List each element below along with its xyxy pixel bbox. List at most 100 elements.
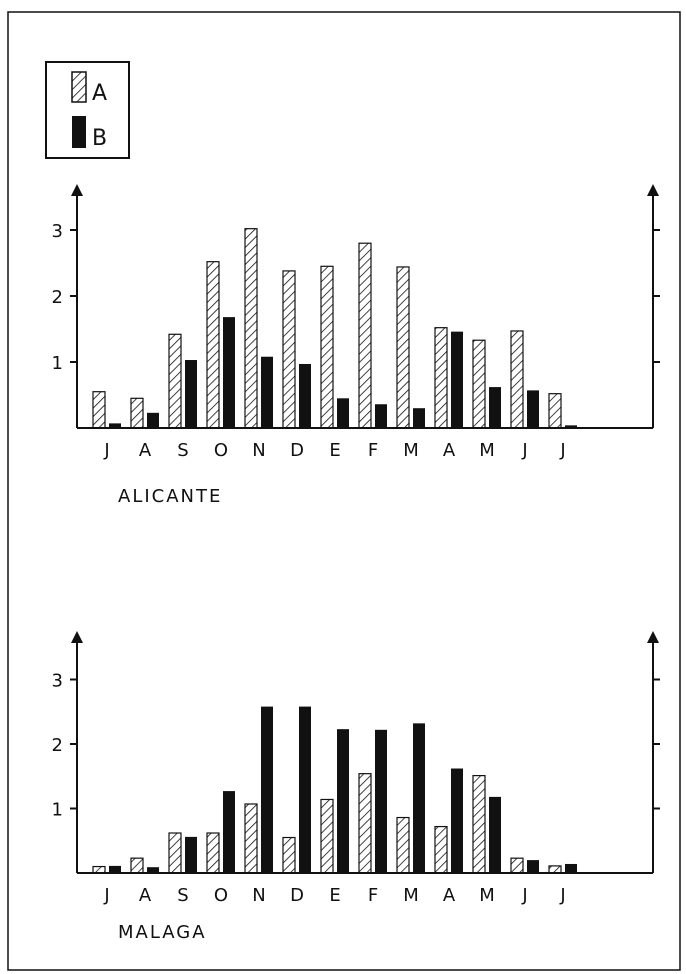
bars — [92, 228, 577, 429]
bar-a-5 — [244, 228, 258, 429]
y-ticks: 1 2 3 — [52, 221, 660, 374]
legend-label-a: A — [92, 81, 107, 106]
bar-a-11 — [472, 775, 486, 874]
bar-b-4 — [223, 791, 235, 873]
x-tick-label: D — [290, 440, 304, 461]
bar-a-12 — [510, 857, 524, 874]
bar-a-13 — [548, 865, 562, 874]
bar-b-2 — [147, 412, 159, 428]
bar-b-4 — [223, 317, 235, 428]
x-tick-label: O — [214, 440, 228, 461]
bar-b-8 — [375, 729, 387, 873]
chart-title-alicante: ALICANTE — [118, 486, 222, 507]
x-tick-label: J — [521, 885, 527, 906]
bar-b-7 — [337, 398, 349, 428]
bar-a-2 — [130, 857, 144, 874]
legend-box — [45, 61, 130, 159]
x-tick-label: A — [139, 885, 152, 906]
bar-a-4 — [206, 832, 220, 874]
legend-swatch-b — [72, 116, 86, 148]
x-tick-label: F — [368, 440, 378, 461]
chart-malaga: 1 2 3 J A S O N D E F M A M J J MALAGA — [52, 631, 660, 943]
bar-b-6 — [299, 706, 311, 873]
y-tick-label: 3 — [52, 671, 63, 692]
y-ticks: 1 2 3 — [52, 671, 660, 821]
y-tick-label: 1 — [52, 800, 63, 821]
bar-a-9 — [396, 816, 410, 874]
bar-a-8 — [358, 242, 372, 429]
bar-a-10 — [434, 825, 448, 874]
bar-b-5 — [261, 356, 273, 428]
bar-a-7 — [320, 265, 334, 429]
bar-b-2 — [147, 867, 159, 873]
bar-b-13 — [565, 425, 577, 428]
bar-a-2 — [130, 397, 144, 429]
x-tick-label: J — [559, 440, 565, 461]
bar-b-7 — [337, 729, 349, 873]
x-tick-label: D — [290, 885, 304, 906]
x-tick-label: J — [559, 885, 565, 906]
x-tick-label: M — [403, 440, 419, 461]
bars — [92, 706, 577, 874]
chart-title-malaga: MALAGA — [118, 922, 207, 943]
bar-a-1 — [92, 391, 106, 429]
x-tick-label: S — [177, 440, 188, 461]
x-tick-label: N — [252, 440, 265, 461]
x-tick-label: M — [479, 885, 495, 906]
bar-b-3 — [185, 836, 197, 873]
y-tick-label: 2 — [52, 287, 63, 308]
bar-a-7 — [320, 798, 334, 874]
bar-b-9 — [413, 723, 425, 873]
x-tick-label: A — [443, 885, 456, 906]
bar-b-6 — [299, 363, 311, 428]
y-tick-label: 1 — [52, 353, 63, 374]
legend-label-b: B — [92, 126, 107, 151]
x-tick-label: M — [479, 440, 495, 461]
x-tick-label: O — [214, 885, 228, 906]
bar-b-3 — [185, 360, 197, 428]
bar-b-11 — [489, 796, 501, 873]
bar-a-4 — [206, 261, 220, 429]
bar-b-9 — [413, 408, 425, 428]
bar-b-5 — [261, 706, 273, 873]
y-tick-label: 3 — [52, 221, 63, 242]
bar-b-12 — [527, 860, 539, 873]
bar-b-10 — [451, 768, 463, 873]
bar-a-10 — [434, 327, 448, 429]
bar-a-1 — [92, 865, 106, 874]
x-tick-label: J — [521, 440, 527, 461]
bar-b-1 — [109, 423, 121, 428]
bar-a-9 — [396, 266, 410, 429]
x-tick-label: S — [177, 885, 188, 906]
x-tick-label: E — [329, 440, 340, 461]
bar-b-8 — [375, 404, 387, 428]
x-tick-label: F — [368, 885, 378, 906]
bar-a-3 — [168, 333, 182, 429]
x-tick-label: A — [139, 440, 152, 461]
chart-alicante: 1 2 3 J A S O N D E F M A M J J ALICANTE — [52, 184, 660, 507]
bar-a-8 — [358, 773, 372, 874]
bar-b-12 — [527, 390, 539, 428]
x-tick-label: J — [103, 440, 109, 461]
bar-a-5 — [244, 803, 258, 874]
y-tick-label: 2 — [52, 735, 63, 756]
bar-a-13 — [548, 393, 562, 429]
figure-frame — [7, 11, 681, 971]
bar-a-12 — [510, 330, 524, 429]
bar-a-11 — [472, 339, 486, 429]
x-tick-label: J — [103, 885, 109, 906]
bar-a-6 — [282, 270, 296, 429]
bar-b-13 — [565, 863, 577, 873]
bar-b-1 — [109, 865, 121, 873]
bar-a-6 — [282, 836, 296, 874]
bar-a-3 — [168, 832, 182, 874]
x-tick-label: A — [443, 440, 456, 461]
legend: A B — [45, 61, 130, 159]
x-tick-label: N — [252, 885, 265, 906]
bar-b-10 — [451, 331, 463, 428]
legend-swatch-a — [71, 71, 87, 103]
x-tick-label: E — [329, 885, 340, 906]
